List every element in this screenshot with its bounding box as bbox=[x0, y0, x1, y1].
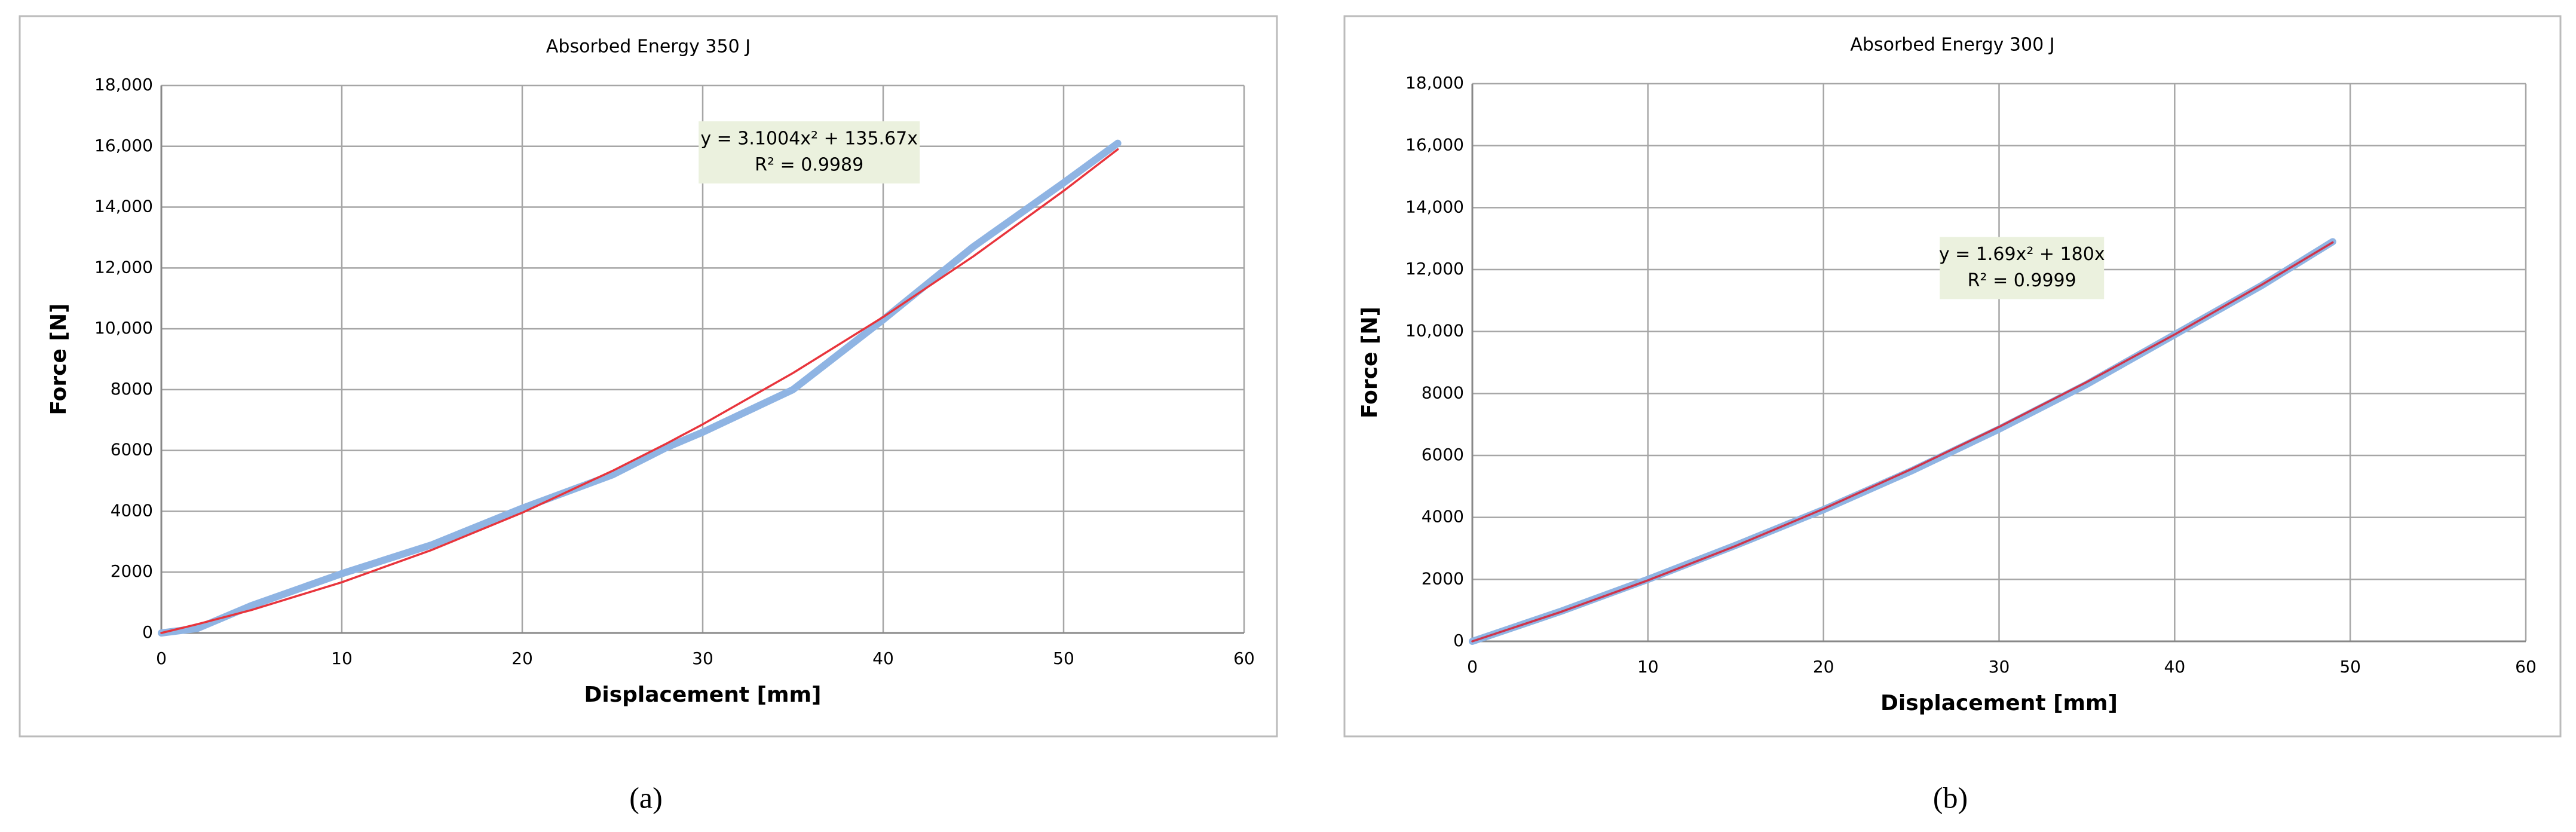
x-tick-label: 50 bbox=[2339, 657, 2361, 677]
chart: Absorbed Energy 300 J 0 2000 4000 6000 8000 10… bbox=[1343, 15, 2562, 814]
chart-title: Absorbed Energy 350 J bbox=[546, 36, 751, 57]
x-tick-label: 60 bbox=[1233, 649, 1255, 668]
x-tick-label: 10 bbox=[331, 649, 353, 668]
caption: (b) bbox=[1933, 781, 1968, 814]
annotation: R² = 0.9989 bbox=[755, 154, 863, 175]
y-tick-label: 6000 bbox=[111, 440, 153, 460]
caption: (a) bbox=[629, 781, 663, 814]
y-tick-label: 4000 bbox=[1422, 507, 1464, 527]
chart-border bbox=[1343, 15, 2562, 738]
x-tick-label: 50 bbox=[1053, 649, 1074, 668]
y-tick-label: 18,000 bbox=[94, 75, 153, 94]
y-axis-label: Force [N] bbox=[47, 304, 71, 415]
x-tick-label: 20 bbox=[511, 649, 533, 668]
y-tick-label: 0 bbox=[142, 622, 153, 642]
x-tick-label: 20 bbox=[1813, 657, 1834, 677]
y-tick-label: 10,000 bbox=[1405, 321, 1464, 341]
y-tick-label: 18,000 bbox=[1405, 73, 1464, 93]
y-tick-label: 10,000 bbox=[94, 318, 153, 338]
y-tick-label: 2000 bbox=[1422, 568, 1464, 588]
x-axis-label: Displacement [mm] bbox=[1880, 691, 2118, 715]
x-tick-label: 10 bbox=[1637, 657, 1659, 677]
annotation: y = 3.1004x² + 135.67x bbox=[700, 128, 918, 149]
y-tick-label: 12,000 bbox=[1405, 259, 1464, 279]
x-tick-label: 30 bbox=[1989, 657, 2010, 677]
y-tick-label: 4000 bbox=[111, 500, 153, 520]
y-tick-label: 12,000 bbox=[94, 257, 153, 277]
chart-border bbox=[19, 15, 1278, 738]
y-tick-label: 16,000 bbox=[1405, 135, 1464, 155]
x-tick-label: 40 bbox=[2164, 657, 2186, 677]
annotation-box bbox=[699, 121, 920, 183]
data-line bbox=[158, 139, 1122, 637]
chart-title: Absorbed Energy 300 J bbox=[1850, 35, 2054, 56]
y-tick-label: 2000 bbox=[111, 561, 153, 581]
annotation: y = 1.69x² + 180x bbox=[1939, 244, 2105, 265]
x-tick-label: 60 bbox=[2515, 657, 2537, 677]
y-tick-label: 0 bbox=[1453, 631, 1464, 650]
chart: Absorbed Energy 350 J 0 2000 4000 6000 8000 10… bbox=[19, 15, 1278, 814]
x-axis-label: Displacement [mm] bbox=[584, 683, 821, 707]
x-tick-label: 30 bbox=[692, 649, 713, 668]
x-tick-label: 0 bbox=[156, 649, 167, 668]
data-line bbox=[1471, 241, 2334, 643]
annotation: R² = 0.9999 bbox=[1968, 270, 2076, 291]
y-tick-label: 6000 bbox=[1422, 445, 1464, 464]
y-axis-label: Force [N] bbox=[1358, 307, 1382, 418]
y-tick-label: 14,000 bbox=[1405, 197, 1464, 216]
y-tick-label: 16,000 bbox=[94, 136, 153, 155]
y-tick-label: 8000 bbox=[111, 379, 153, 399]
x-tick-label: 40 bbox=[872, 649, 894, 668]
annotation-box bbox=[1940, 237, 2105, 299]
x-tick-label: 0 bbox=[1467, 657, 1478, 677]
y-tick-label: 14,000 bbox=[94, 197, 153, 216]
y-tick-label: 8000 bbox=[1422, 383, 1464, 402]
data-line bbox=[160, 148, 1119, 634]
